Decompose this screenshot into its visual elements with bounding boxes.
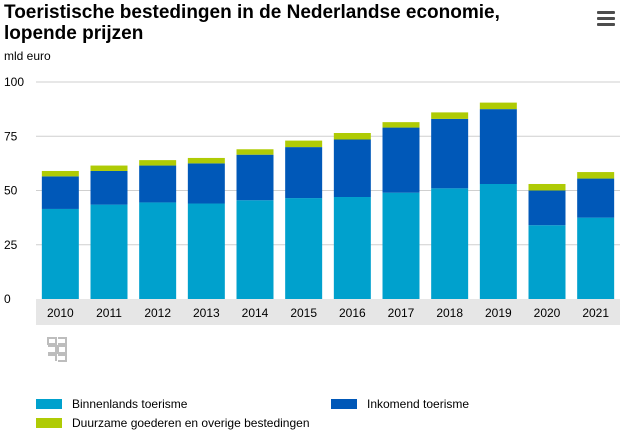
legend-swatch-binnenlands (36, 399, 62, 409)
x-tick-label-2014: 2014 (242, 306, 269, 320)
y-tick-label-75: 75 (4, 129, 18, 143)
y-tick-label-50: 50 (4, 184, 18, 198)
legend-item-binnenlands[interactable]: Binnenlands toerisme (36, 397, 187, 411)
y-axis-unit-label: mld euro (4, 49, 51, 63)
bar-inkomend-2020 (528, 190, 566, 226)
x-tick-label-2019: 2019 (485, 306, 512, 320)
bar-binnenlands-2017 (382, 192, 420, 299)
bar-binnenlands-2010 (41, 208, 79, 299)
hamburger-menu-icon[interactable] (597, 11, 615, 26)
x-tick-label-2010: 2010 (47, 306, 74, 320)
legend-swatch-inkomend (331, 399, 357, 409)
bar-duurzame-2018 (431, 112, 469, 119)
bar-duurzame-2017 (382, 122, 420, 128)
x-tick-label-2017: 2017 (388, 306, 415, 320)
bar-binnenlands-2015 (285, 198, 323, 299)
legend-label-duurzame: Duurzame goederen en overige bestedingen (72, 416, 310, 430)
bar-duurzame-2021 (577, 172, 615, 179)
bar-duurzame-2014 (236, 149, 274, 155)
bar-binnenlands-2018 (431, 188, 469, 299)
bar-duurzame-2015 (285, 140, 323, 148)
x-tick-label-2018: 2018 (436, 306, 463, 320)
bar-inkomend-2014 (236, 154, 274, 201)
legend-item-duurzame[interactable]: Duurzame goederen en overige bestedingen (36, 416, 310, 430)
bar-inkomend-2010 (41, 176, 79, 209)
legend-label-binnenlands: Binnenlands toerisme (72, 397, 188, 411)
bar-binnenlands-2013 (187, 203, 225, 299)
chart-title: Toeristische bestedingen in de Nederland… (4, 2, 500, 44)
y-tick-label-100: 100 (4, 75, 24, 89)
x-tick-label-2021: 2021 (582, 306, 609, 320)
bar-duurzame-2012 (139, 160, 177, 166)
x-tick-label-2011: 2011 (96, 306, 122, 320)
bar-inkomend-2011 (90, 170, 128, 205)
bar-duurzame-2013 (187, 157, 225, 164)
x-tick-label-2012: 2012 (144, 306, 171, 320)
x-tick-label-2016: 2016 (339, 306, 366, 320)
x-tick-label-2013: 2013 (193, 306, 220, 320)
bar-inkomend-2016 (333, 139, 371, 197)
bar-duurzame-2011 (90, 165, 128, 171)
legend-swatch-duurzame (36, 418, 62, 428)
bar-binnenlands-2012 (139, 202, 177, 299)
x-axis-band (36, 299, 620, 325)
bar-inkomend-2015 (285, 147, 323, 199)
bar-inkomend-2017 (382, 127, 420, 193)
bar-binnenlands-2014 (236, 200, 274, 299)
bar-duurzame-2010 (41, 170, 79, 177)
bar-inkomend-2019 (479, 109, 517, 184)
bar-duurzame-2020 (528, 183, 566, 191)
cbs-logo-icon (47, 337, 67, 362)
bar-binnenlands-2011 (90, 204, 128, 299)
legend-item-inkomend[interactable]: Inkomend toerisme (331, 397, 469, 411)
bar-binnenlands-2019 (479, 183, 517, 299)
y-tick-label-25: 25 (4, 238, 18, 252)
legend-label-inkomend: Inkomend toerisme (367, 397, 470, 411)
bar-binnenlands-2021 (577, 217, 615, 300)
bar-inkomend-2013 (187, 163, 225, 204)
y-tick-label-0: 0 (4, 292, 11, 306)
bar-duurzame-2019 (479, 102, 517, 110)
bar-binnenlands-2020 (528, 225, 566, 299)
x-tick-label-2015: 2015 (290, 306, 317, 320)
bar-inkomend-2021 (577, 178, 615, 218)
bar-duurzame-2016 (333, 133, 371, 140)
x-tick-label-2020: 2020 (534, 306, 561, 320)
bar-inkomend-2012 (139, 165, 177, 203)
bar-binnenlands-2016 (333, 197, 371, 299)
bar-inkomend-2018 (431, 118, 469, 189)
